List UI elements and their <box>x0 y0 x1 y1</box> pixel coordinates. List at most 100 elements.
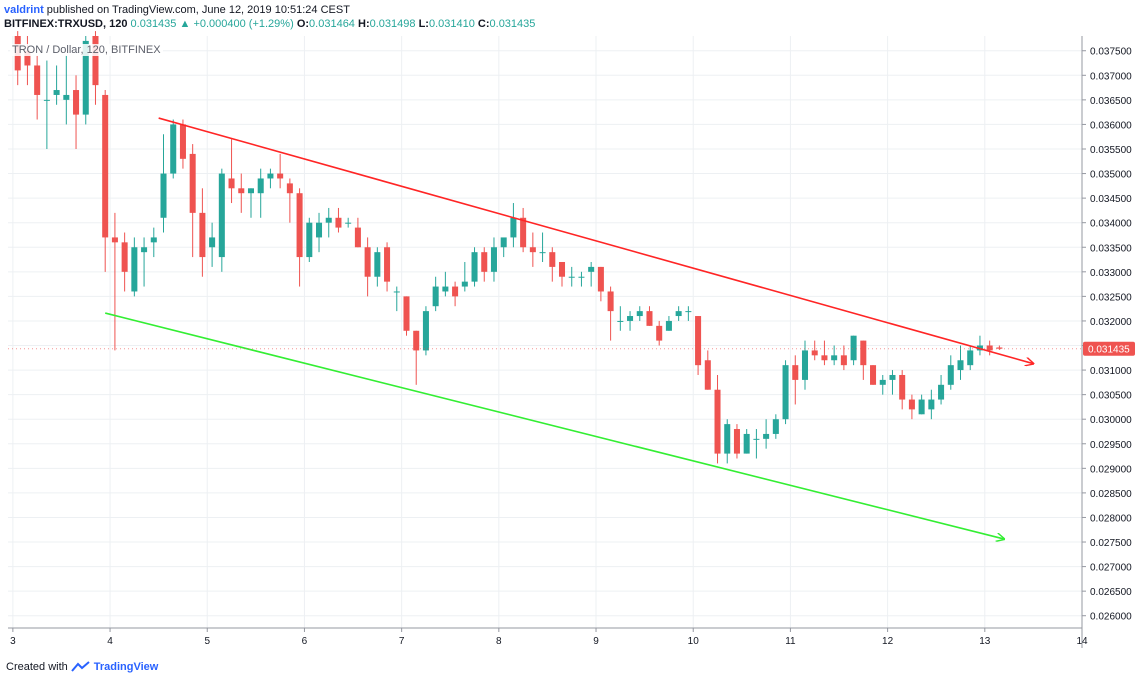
candle-body <box>257 178 264 194</box>
candle-down <box>704 350 711 390</box>
y-tick-label: 0.033000 <box>1090 268 1132 279</box>
tradingview-logo-icon <box>71 661 90 672</box>
candle-down <box>899 370 906 410</box>
y-tick-label: 0.026000 <box>1090 612 1132 623</box>
candle-body <box>335 217 342 228</box>
candle-body <box>772 419 779 434</box>
close-value: 0.031435 <box>489 18 536 30</box>
candle-down <box>840 345 847 371</box>
candle-body <box>947 365 954 385</box>
candle-up <box>772 414 779 439</box>
x-tick-label: 3 <box>10 636 16 647</box>
x-tick-label: 5 <box>204 636 210 647</box>
candle-down <box>558 261 566 287</box>
x-tick-label: 9 <box>593 636 599 647</box>
candle-body <box>238 188 245 194</box>
candle-down <box>384 242 391 292</box>
candle-body <box>286 183 293 194</box>
candle-body <box>627 316 634 321</box>
candle-up <box>257 168 264 218</box>
y-tick-label: 0.031000 <box>1090 366 1132 377</box>
low-label: L: <box>418 18 429 30</box>
candle-body <box>967 350 974 366</box>
chart-header: valdrint published on TradingView.com, J… <box>4 3 535 31</box>
y-tick-label: 0.032500 <box>1090 292 1132 303</box>
candle-body <box>510 217 517 238</box>
current-price-tag <box>1083 341 1135 356</box>
candle-down <box>792 355 799 405</box>
candle-body <box>364 247 371 277</box>
symbol-label: BITFINEX:TRXUSD, 120 <box>4 18 128 30</box>
candle-body <box>685 311 692 313</box>
candle-body <box>860 340 867 366</box>
candle-body <box>442 286 449 292</box>
candle-up <box>685 306 692 321</box>
candle-up <box>665 316 672 331</box>
candle-down <box>996 345 1003 350</box>
y-tick-label: 0.026500 <box>1090 587 1132 598</box>
footer: Created with TradingView <box>6 661 158 673</box>
candle-down <box>73 75 80 149</box>
candle-body <box>471 252 478 282</box>
candle-up <box>627 311 634 331</box>
candle-up <box>636 306 643 321</box>
candle-down <box>199 188 206 277</box>
candle-down <box>92 31 99 105</box>
candle-body <box>801 350 809 380</box>
candle-up <box>675 306 682 321</box>
candle-up <box>947 355 954 390</box>
candle-body <box>500 237 507 248</box>
candle-up <box>938 374 945 405</box>
candle-body <box>636 311 643 317</box>
candle-up <box>141 237 148 287</box>
candle-down <box>695 316 702 375</box>
candle-body <box>617 320 624 322</box>
candle-body <box>296 193 303 258</box>
candle-down <box>277 153 284 189</box>
candle-body <box>189 153 196 213</box>
candle-body <box>529 247 536 253</box>
candle-up <box>150 227 157 258</box>
candle-up <box>160 134 167 233</box>
candle-body <box>840 355 847 366</box>
candle-up <box>782 360 789 425</box>
change-value: +0.000400 (+1.29%) <box>193 18 294 30</box>
y-tick-label: 0.028500 <box>1090 489 1132 500</box>
x-tick-label: 8 <box>496 636 502 647</box>
candle-up <box>928 389 935 420</box>
candle-body <box>665 320 672 331</box>
open-label: O: <box>296 18 310 30</box>
y-tick-label: 0.029500 <box>1090 440 1132 451</box>
x-tick-label: 13 <box>979 636 991 647</box>
y-tick-label: 0.027500 <box>1090 538 1132 549</box>
candle-body <box>345 222 352 224</box>
candle-down <box>549 247 556 282</box>
author-link[interactable]: valdrint <box>4 4 44 16</box>
candle-body <box>763 433 770 439</box>
candle-up <box>879 374 886 395</box>
candle-body <box>743 433 750 454</box>
tradingview-link[interactable]: TradingView <box>93 661 159 673</box>
candle-body <box>597 266 604 292</box>
candle-body <box>34 65 41 95</box>
candle-up <box>976 335 983 356</box>
candle-body <box>588 266 595 272</box>
candle-down <box>413 330 420 385</box>
candle-down <box>870 365 877 385</box>
candle-down <box>733 424 740 459</box>
up-arrow-icon: ▲ <box>179 18 191 30</box>
candle-up <box>345 217 352 228</box>
candle-body <box>821 355 828 361</box>
candle-body <box>316 222 323 238</box>
candle-body <box>831 355 838 361</box>
candle-up <box>306 217 313 262</box>
publish-line: valdrint published on TradingView.com, J… <box>4 3 535 17</box>
y-tick-label: 0.035500 <box>1090 145 1132 156</box>
candle-down <box>452 281 459 307</box>
candle-body <box>899 374 906 400</box>
candle-body <box>393 291 400 293</box>
candle-up <box>753 429 760 459</box>
candle-up <box>724 419 731 464</box>
low-value: 0.031410 <box>428 18 475 30</box>
